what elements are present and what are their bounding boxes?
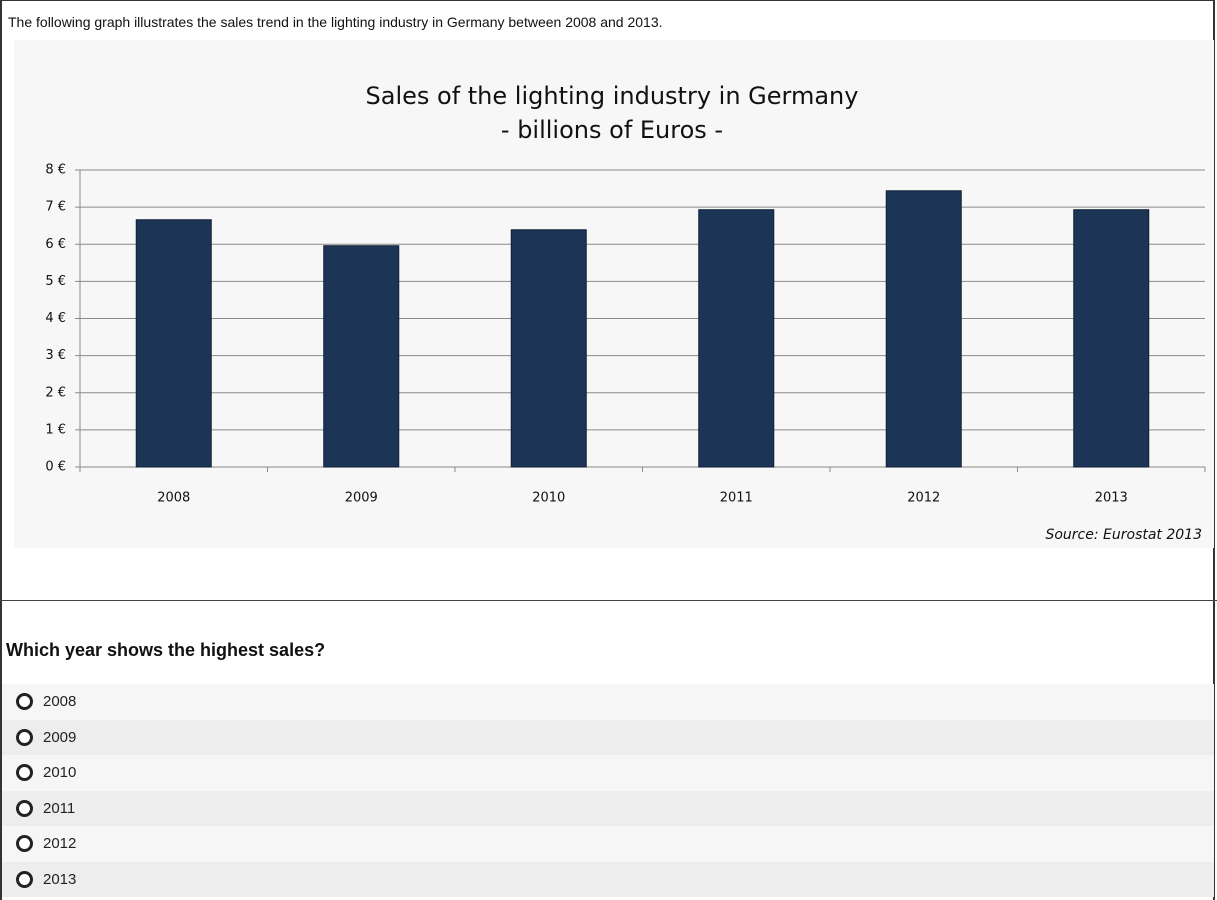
option-label[interactable]: 2010 xyxy=(43,764,77,782)
option-label[interactable]: 2008 xyxy=(43,693,77,711)
x-tick-label: 2008 xyxy=(157,491,190,506)
x-tick-label: 2010 xyxy=(532,491,565,506)
answer-option[interactable]: 2012 xyxy=(2,826,1214,862)
y-tick-label: 1 € xyxy=(45,422,66,437)
option-label[interactable]: 2012 xyxy=(43,835,77,853)
intro-text: The following graph illustrates the sale… xyxy=(8,14,663,30)
bar xyxy=(698,209,775,468)
option-label[interactable]: 2013 xyxy=(43,870,77,888)
y-tick-label: 4 € xyxy=(45,311,66,326)
question: Which year shows the highest sales? xyxy=(6,640,326,660)
chart: Sales of the lighting industry in German… xyxy=(45,82,1206,543)
y-tick-label: 3 € xyxy=(45,348,66,363)
y-tick-label: 6 € xyxy=(45,237,66,252)
y-tick-label: 8 € xyxy=(45,163,66,178)
y-tick-label: 0 € xyxy=(45,460,66,475)
bar xyxy=(510,229,587,468)
x-tick-label: 2012 xyxy=(907,491,940,506)
y-tick-label: 2 € xyxy=(45,385,66,400)
x-tick-label: 2013 xyxy=(1095,491,1128,506)
options: 2008 2009 2010 2011 2012 2013 xyxy=(2,684,1214,897)
divider xyxy=(0,600,1217,601)
radio-button[interactable] xyxy=(16,870,33,888)
answer-option[interactable]: 2009 xyxy=(2,719,1214,755)
radio-button[interactable] xyxy=(16,799,33,817)
y-tick-label: 5 € xyxy=(45,274,66,289)
answer-option[interactable]: 2008 xyxy=(2,684,1214,720)
bar xyxy=(135,219,212,468)
radio-button[interactable] xyxy=(16,728,33,746)
radio-button[interactable] xyxy=(16,764,33,782)
y-tick-label: 7 € xyxy=(45,200,66,215)
radio-button[interactable] xyxy=(16,835,33,853)
chart-title: Sales of the lighting industry in German… xyxy=(366,82,859,110)
option-label[interactable]: 2009 xyxy=(43,728,77,746)
answer-option[interactable]: 2010 xyxy=(2,755,1214,791)
bar xyxy=(1073,209,1150,468)
x-tick-label: 2009 xyxy=(345,491,378,506)
x-tick-label: 2011 xyxy=(720,491,753,506)
chart-area: Sales of the lighting industry in German… xyxy=(14,40,1214,548)
answer-option[interactable]: 2011 xyxy=(2,790,1214,826)
radio-button[interactable] xyxy=(16,693,33,711)
source-note: Source: Eurostat 2013 xyxy=(1045,527,1202,543)
option-label[interactable]: 2011 xyxy=(43,799,76,817)
bar xyxy=(885,190,962,468)
bar xyxy=(323,245,400,468)
chart-subtitle: - billions of Euros - xyxy=(501,116,723,144)
answer-option[interactable]: 2013 xyxy=(2,861,1214,897)
